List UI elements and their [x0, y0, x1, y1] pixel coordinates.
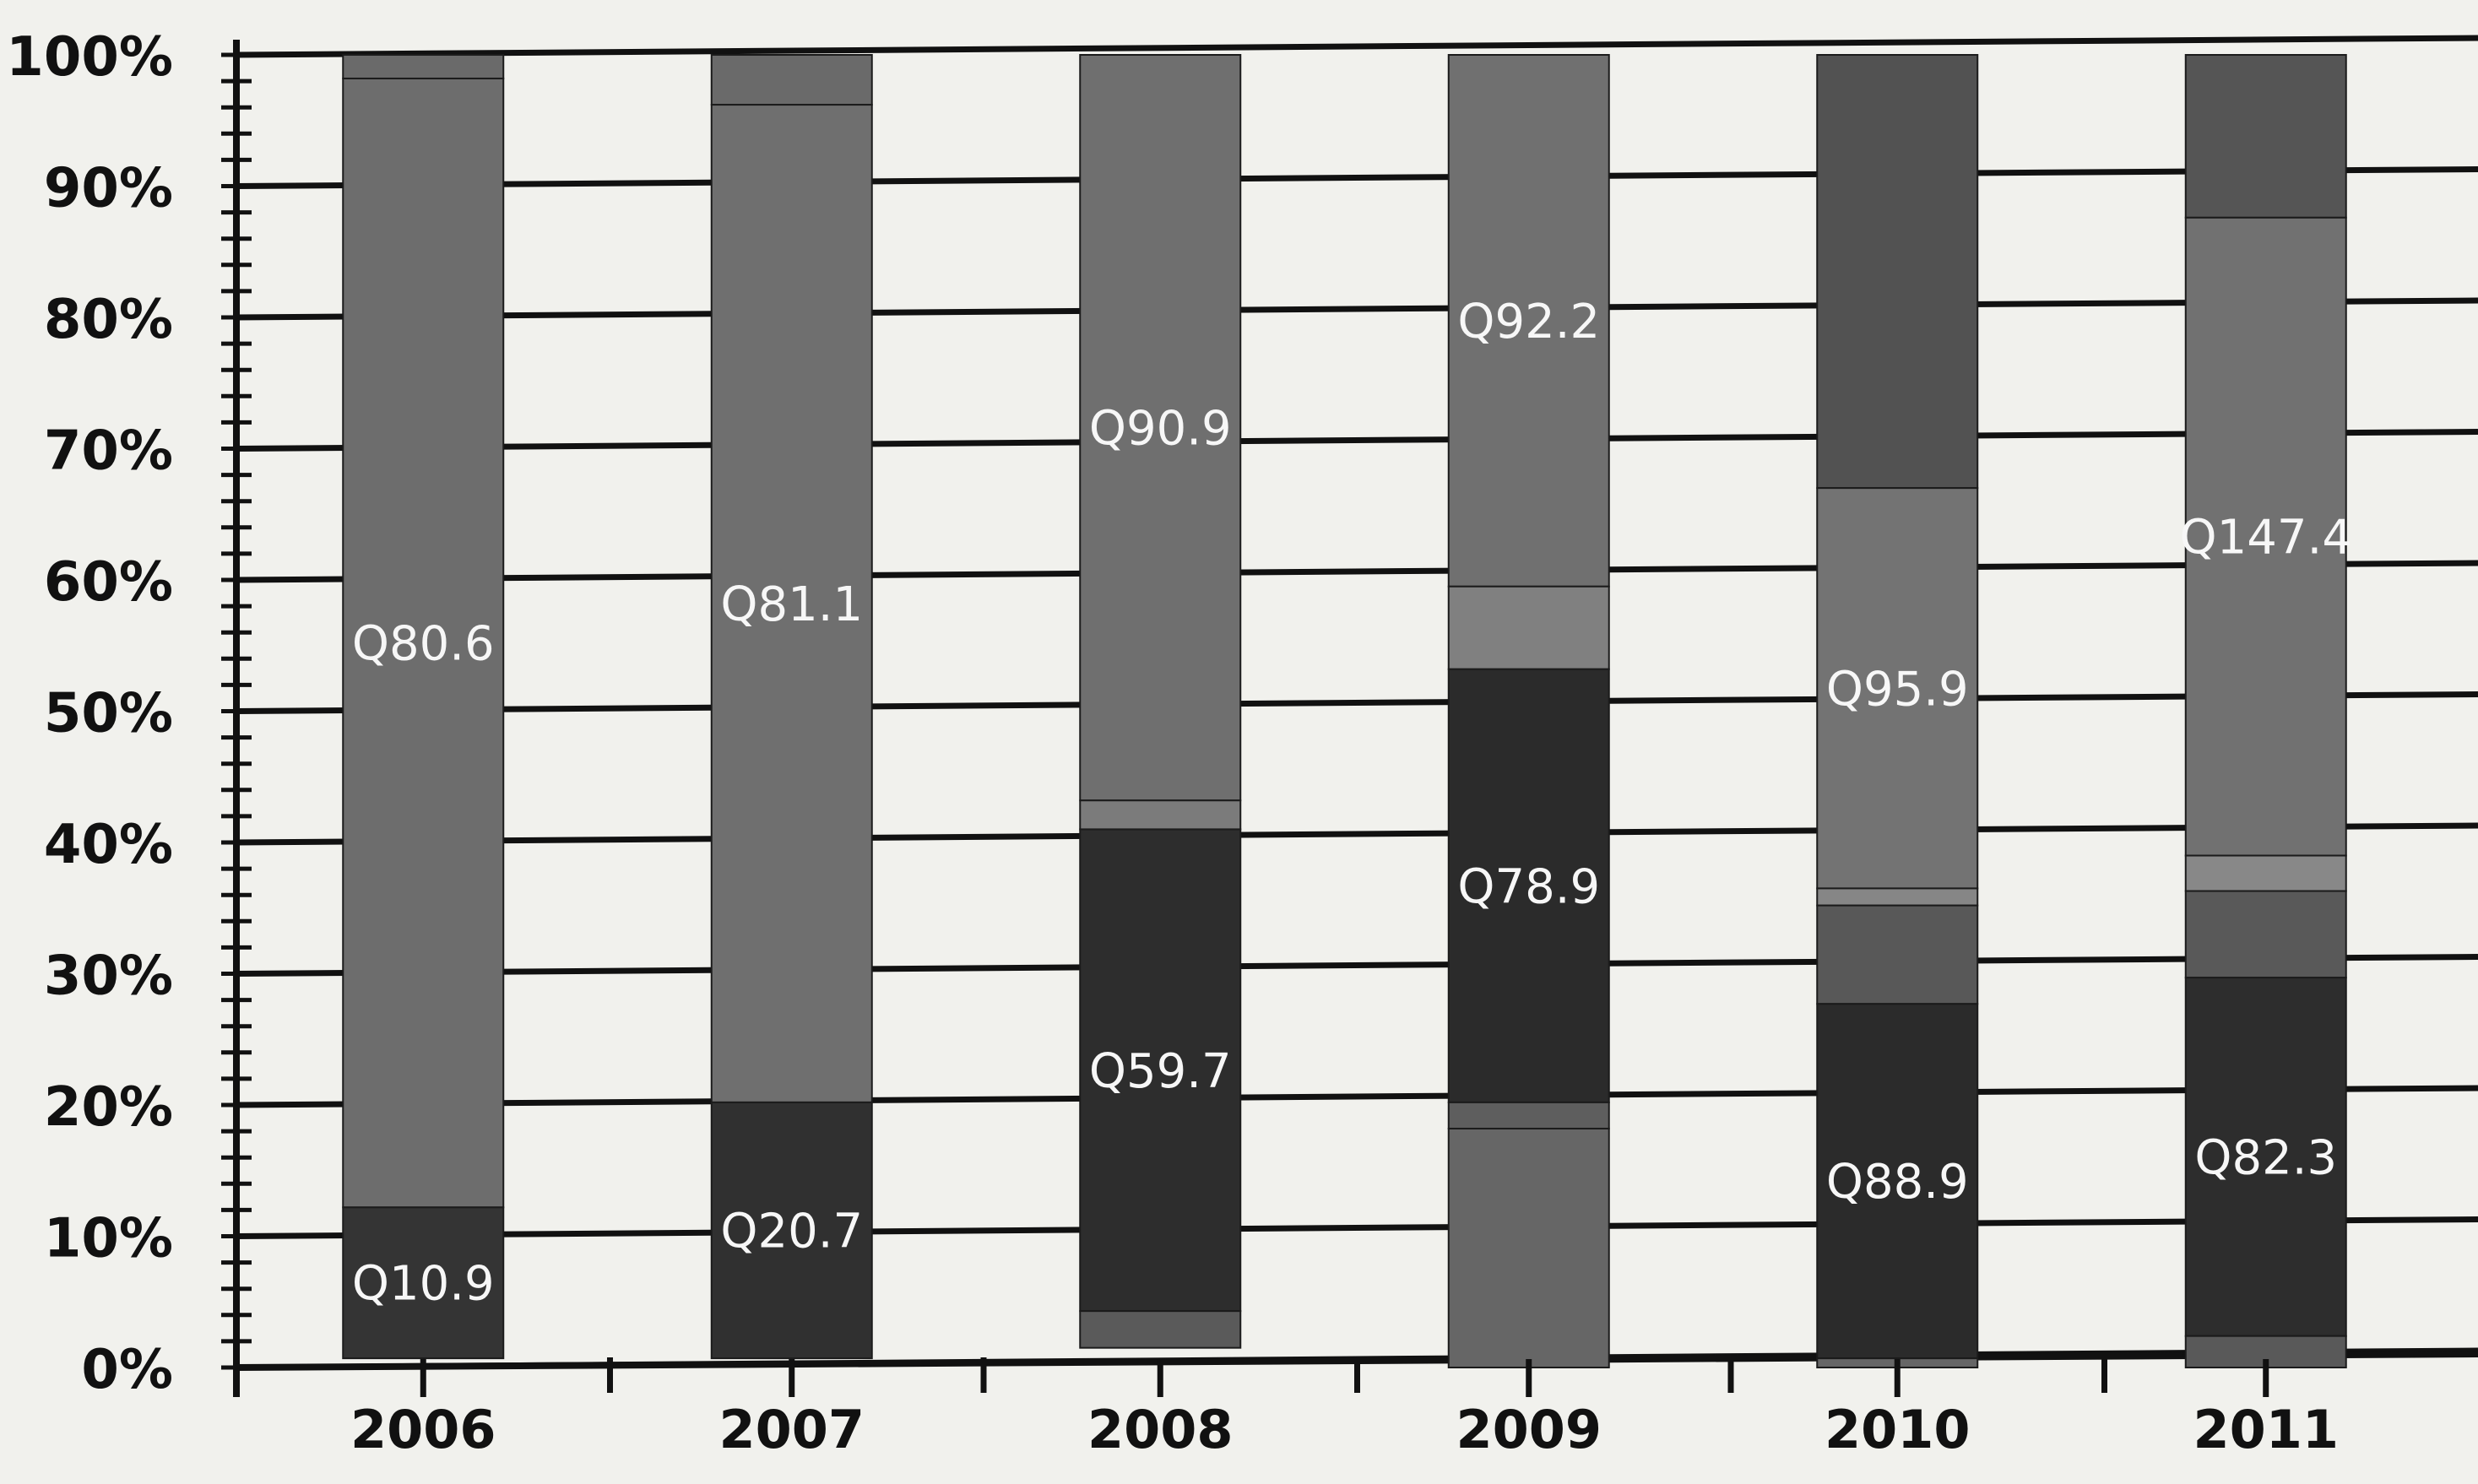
- bar-data-label: Q80.6: [352, 617, 495, 672]
- grid-line: [236, 297, 2478, 321]
- stacked-bar-2007: Q81.1 Q20.7: [710, 54, 873, 1360]
- y-tick-label: 60%: [44, 551, 173, 614]
- bar-data-label: Q82.3: [2194, 1130, 2337, 1185]
- stacked-bar-2006: Q80.6 Q10.9: [342, 54, 505, 1360]
- y-tick-label: 40%: [44, 814, 173, 876]
- y-tick-label: 10%: [44, 1208, 173, 1270]
- bar-segment: [342, 1206, 505, 1360]
- bar-segment: [1447, 668, 1610, 1103]
- bar-segment: [1079, 1310, 1242, 1349]
- bar-segment: [342, 54, 505, 79]
- bar-data-label: Q10.9: [352, 1257, 495, 1312]
- bar-data-label: Q78.9: [1457, 859, 1600, 914]
- y-tick-label: 0%: [81, 1339, 173, 1401]
- bar-segment: [1816, 1003, 1979, 1360]
- bar-segment: [1447, 585, 1610, 670]
- grid-line: [236, 954, 2478, 977]
- bar-segment: [1079, 799, 1242, 831]
- bar-segment: [2184, 54, 2347, 219]
- bar-segment: [1447, 1127, 1610, 1368]
- bar-segment: [342, 77, 505, 1209]
- bars-group: Q80.6 Q10.9 Q81.1 Q20.7 Q90.9 Q59.7 Q92.2 Q78.9…: [342, 54, 2352, 1369]
- bar-segment: [2184, 854, 2347, 892]
- bar-data-label: Q90.9: [1089, 402, 1232, 457]
- bar-data-label: Q81.1: [720, 577, 863, 632]
- grid-line: [236, 166, 2478, 189]
- x-tick-label: 2008: [1087, 1399, 1234, 1460]
- y-tick-label: 20%: [44, 1076, 173, 1139]
- bar-segment: [1079, 828, 1242, 1313]
- bar-segment: [1816, 904, 1979, 1005]
- bar-segment: [710, 1101, 873, 1360]
- grid-line: [236, 822, 2478, 846]
- grid-line: [236, 1216, 2478, 1239]
- x-tick-label: 2011: [2193, 1399, 2339, 1460]
- grid-line: [236, 429, 2478, 452]
- grid-line: [236, 560, 2478, 583]
- bar-data-label: Q88.9: [1826, 1155, 1969, 1210]
- bar-segment: [710, 54, 873, 106]
- bar-segment: [1816, 54, 1979, 490]
- bar-segment: [2184, 890, 2347, 979]
- bar-segment: [1447, 54, 1610, 588]
- bar-segment: [2184, 977, 2347, 1337]
- bar-data-label: Q20.7: [720, 1205, 863, 1259]
- bar-segment: [710, 104, 873, 1103]
- bar-data-label: Q92.2: [1457, 295, 1600, 349]
- y-tick-label: 80%: [44, 289, 173, 351]
- x-tick-label: 2007: [718, 1399, 865, 1460]
- grid-lines: [236, 35, 2478, 1371]
- y-tick-label: 50%: [44, 683, 173, 745]
- stacked-bar-2008: Q90.9 Q59.7: [1079, 54, 1242, 1349]
- y-axis-tick-labels: 0% 10% 20% 30% 40% 50% 60% 70% 80% 90% 100%: [6, 26, 173, 1401]
- y-tick-label: 100%: [6, 26, 173, 89]
- grid-line: [236, 35, 2478, 58]
- bar-data-label: Q59.7: [1089, 1044, 1232, 1099]
- stacked-bar-2010: Q95.9 Q88.9: [1816, 54, 1979, 1368]
- grid-line: [236, 1085, 2478, 1108]
- stacked-bar-2011: Q147.4 Q82.3: [2180, 54, 2352, 1369]
- bar-segment: [2184, 216, 2347, 857]
- grid-line: [236, 691, 2478, 714]
- y-tick-label: 90%: [44, 158, 173, 220]
- stacked-bar-2009: Q92.2 Q78.9: [1447, 54, 1610, 1368]
- y-tick-label: 30%: [44, 945, 173, 1008]
- x-tick-label: 2010: [1825, 1399, 1971, 1460]
- x-tick-label: 2006: [350, 1399, 496, 1460]
- bar-data-label: Q95.9: [1826, 662, 1969, 717]
- x-tick-label: 2009: [1456, 1399, 1602, 1460]
- y-tick-label: 70%: [44, 420, 173, 483]
- bar-segment: [1447, 1101, 1610, 1129]
- bar-data-label: Q147.4: [2180, 511, 2352, 566]
- bar-segment: [1816, 887, 1979, 907]
